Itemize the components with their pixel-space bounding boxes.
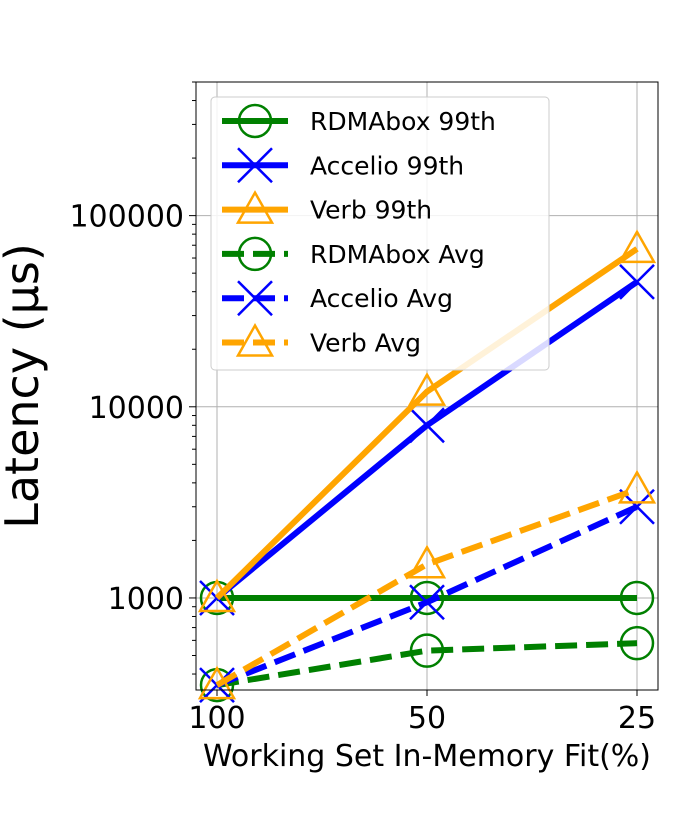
- series-layer: [197, 229, 657, 703]
- x-tick-label: 50: [408, 701, 446, 736]
- legend-entry: Verb Avg: [222, 322, 421, 358]
- data-point: [199, 667, 235, 703]
- data-point: [409, 584, 445, 621]
- legend-box: [210, 96, 550, 371]
- legend-entry: Verb 99th: [222, 190, 432, 225]
- legend-label: Accelio Avg: [310, 284, 453, 313]
- data-point: [197, 665, 237, 700]
- series-verb-avg: [197, 469, 657, 700]
- data-point: [409, 407, 445, 444]
- data-point: [619, 580, 655, 616]
- x-axis-label: Working Set In-Memory Fit(%): [203, 739, 651, 774]
- data-point: [409, 580, 445, 616]
- legend-marker: [237, 236, 273, 272]
- data-point: [409, 633, 445, 668]
- ticks: 100 50 25 1000 10000 100000: [69, 81, 656, 736]
- series-line: [215, 486, 639, 688]
- series-verb-99th: [197, 229, 657, 613]
- legend-marker: [235, 322, 275, 357]
- series-rdmabox-99th: [199, 580, 655, 616]
- series-line: [216, 640, 638, 689]
- y-axis-label: Latency (μs): [0, 243, 49, 529]
- data-point: [197, 578, 237, 613]
- data-point: [407, 372, 447, 406]
- series-accelio-avg: [199, 488, 655, 703]
- data-point: [619, 625, 655, 661]
- legend-entry: RDMAbox 99th: [222, 103, 496, 139]
- legend: RDMAbox 99th Accelio 99th Verb 99th RDMAbox…: [210, 96, 550, 371]
- x-tick-label: 25: [618, 701, 656, 736]
- legend-label: Verb Avg: [310, 329, 421, 358]
- legend-entry: RDMAbox Avg: [222, 236, 485, 272]
- x-tick-label: 100: [188, 701, 245, 736]
- data-point: [619, 264, 655, 300]
- legend-entry: Accelio Avg: [222, 280, 453, 317]
- legend-label: RDMAbox Avg: [310, 240, 485, 269]
- legend-entry: Accelio 99th: [222, 147, 464, 184]
- y-tick-label: 10000: [89, 391, 184, 426]
- series-line: [214, 246, 639, 601]
- y-tick-label: 1000: [108, 582, 184, 617]
- legend-marker: [235, 190, 275, 224]
- y-tick-label: 100000: [69, 200, 184, 235]
- legend-label: Verb 99th: [310, 196, 432, 225]
- data-point: [407, 544, 447, 579]
- legend-label: RDMAbox 99th: [310, 107, 496, 136]
- series-rdmabox-avg: [199, 625, 655, 703]
- legend-marker: [237, 280, 273, 317]
- data-point: [617, 229, 657, 264]
- legend-marker: [237, 147, 273, 184]
- legend-label: Accelio 99th: [310, 151, 464, 180]
- data-point: [617, 469, 657, 504]
- legend-marker: [237, 103, 273, 139]
